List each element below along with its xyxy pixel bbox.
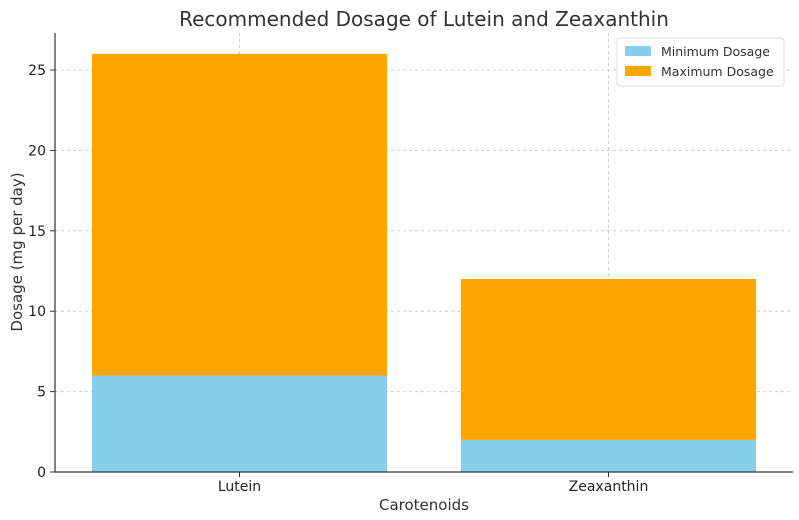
legend-box (616, 37, 785, 87)
y-tick-label: 10 (28, 304, 46, 320)
axes-layer: 0 5 10 15 20 25 Lutein Zeaxanthin (28, 33, 793, 495)
y-tick-label: 20 (28, 143, 46, 159)
y-tick-label: 25 (28, 63, 46, 79)
x-axis-title: Carotenoids (379, 496, 469, 514)
bar-maximum-dosage-lutein (91, 53, 388, 376)
y-tick-label: 5 (37, 385, 46, 401)
y-axis-title: Dosage (mg per day) (8, 172, 26, 331)
chart-title: Recommended Dosage of Lutein and Zeaxant… (179, 7, 669, 31)
bar-minimum-dosage-zeaxanthin (460, 439, 757, 472)
x-tick-label-zeaxanthin: Zeaxanthin (569, 479, 649, 495)
bars-layer (91, 53, 757, 472)
x-tick-label-lutein: Lutein (218, 479, 261, 495)
y-tick-label: 15 (28, 224, 46, 240)
y-tick-label: 0 (37, 465, 46, 481)
bar-minimum-dosage-lutein (91, 375, 388, 472)
legend-label-maximum: Maximum Dosage (661, 64, 774, 79)
legend-swatch-maximum (625, 66, 651, 76)
legend: Minimum Dosage Maximum Dosage (616, 37, 785, 87)
legend-swatch-minimum (625, 46, 651, 56)
legend-label-minimum: Minimum Dosage (661, 44, 770, 59)
bar-maximum-dosage-zeaxanthin (460, 279, 757, 440)
